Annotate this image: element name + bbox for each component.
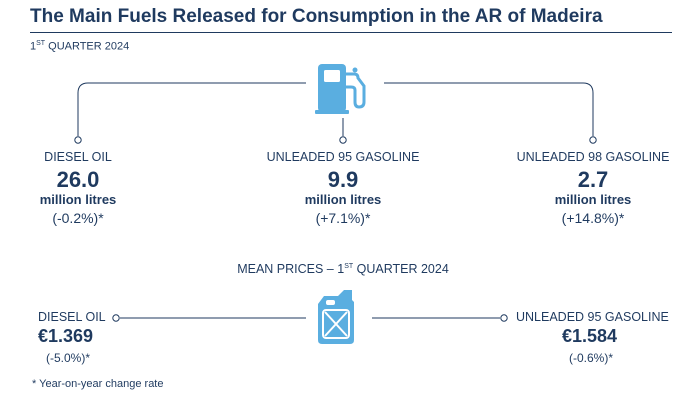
connector-left-top — [77, 82, 306, 136]
price-label-unleaded95: UNLEADED 95 GASOLINE — [516, 310, 669, 324]
connector-dot-right — [589, 136, 597, 144]
price-value-diesel: €1.369 — [38, 326, 94, 346]
period-label: 1ST QUARTER 2024 — [30, 40, 129, 53]
jerrycan-icon — [318, 290, 354, 344]
prices-heading: MEAN PRICES – 1ST QUARTER 2024 — [237, 262, 449, 276]
volume-block-unleaded98: UNLEADED 98 GASOLINE 2.7 million litres … — [517, 150, 670, 226]
price-change-unleaded95: (-0.6%)* — [569, 351, 614, 365]
connector-right-top — [384, 82, 594, 136]
period-sup: ST — [36, 40, 46, 47]
fuel-pump-icon — [315, 64, 366, 114]
volume-value: 9.9 — [327, 167, 359, 192]
connector-dot-left — [74, 136, 82, 144]
prices-heading-prefix: MEAN PRICES – 1 — [237, 262, 345, 276]
title-divider — [30, 32, 672, 33]
period-prefix: 1 — [30, 40, 37, 53]
price-change-diesel: (-5.0%)* — [46, 351, 91, 365]
price-dot-right — [500, 314, 508, 322]
price-dot-left — [112, 314, 120, 322]
volume-label: DIESEL OIL — [44, 150, 112, 164]
footnote: * Year-on-year change rate — [32, 378, 164, 390]
prices-heading-sup: ST — [344, 262, 354, 270]
volume-change: (+7.1%)* — [315, 210, 371, 226]
prices-heading-suffix: QUARTER 2024 — [353, 262, 449, 276]
volume-change: (-0.2%)* — [52, 210, 104, 226]
volume-value: 2.7 — [577, 167, 609, 192]
volume-value: 26.0 — [56, 167, 100, 192]
volume-unit: million litres — [304, 192, 382, 207]
connector-dot-center — [339, 136, 347, 144]
period-suffix: QUARTER 2024 — [45, 40, 130, 53]
volume-change: (+14.8%)* — [561, 210, 625, 226]
volume-label: UNLEADED 98 GASOLINE — [516, 150, 670, 164]
volume-block-unleaded95: UNLEADED 95 GASOLINE 9.9 million litres … — [267, 150, 420, 226]
page-title: The Main Fuels Released for Consumption … — [30, 6, 603, 27]
volume-label: UNLEADED 95 GASOLINE — [266, 150, 420, 164]
volume-unit: million litres — [554, 192, 632, 207]
volume-block-diesel: DIESEL OIL 26.0 million litres (-0.2%)* — [40, 150, 117, 226]
price-value-unleaded95: €1.584 — [562, 326, 618, 346]
price-label-diesel: DIESEL OIL — [38, 310, 106, 324]
volume-unit: million litres — [39, 192, 117, 207]
